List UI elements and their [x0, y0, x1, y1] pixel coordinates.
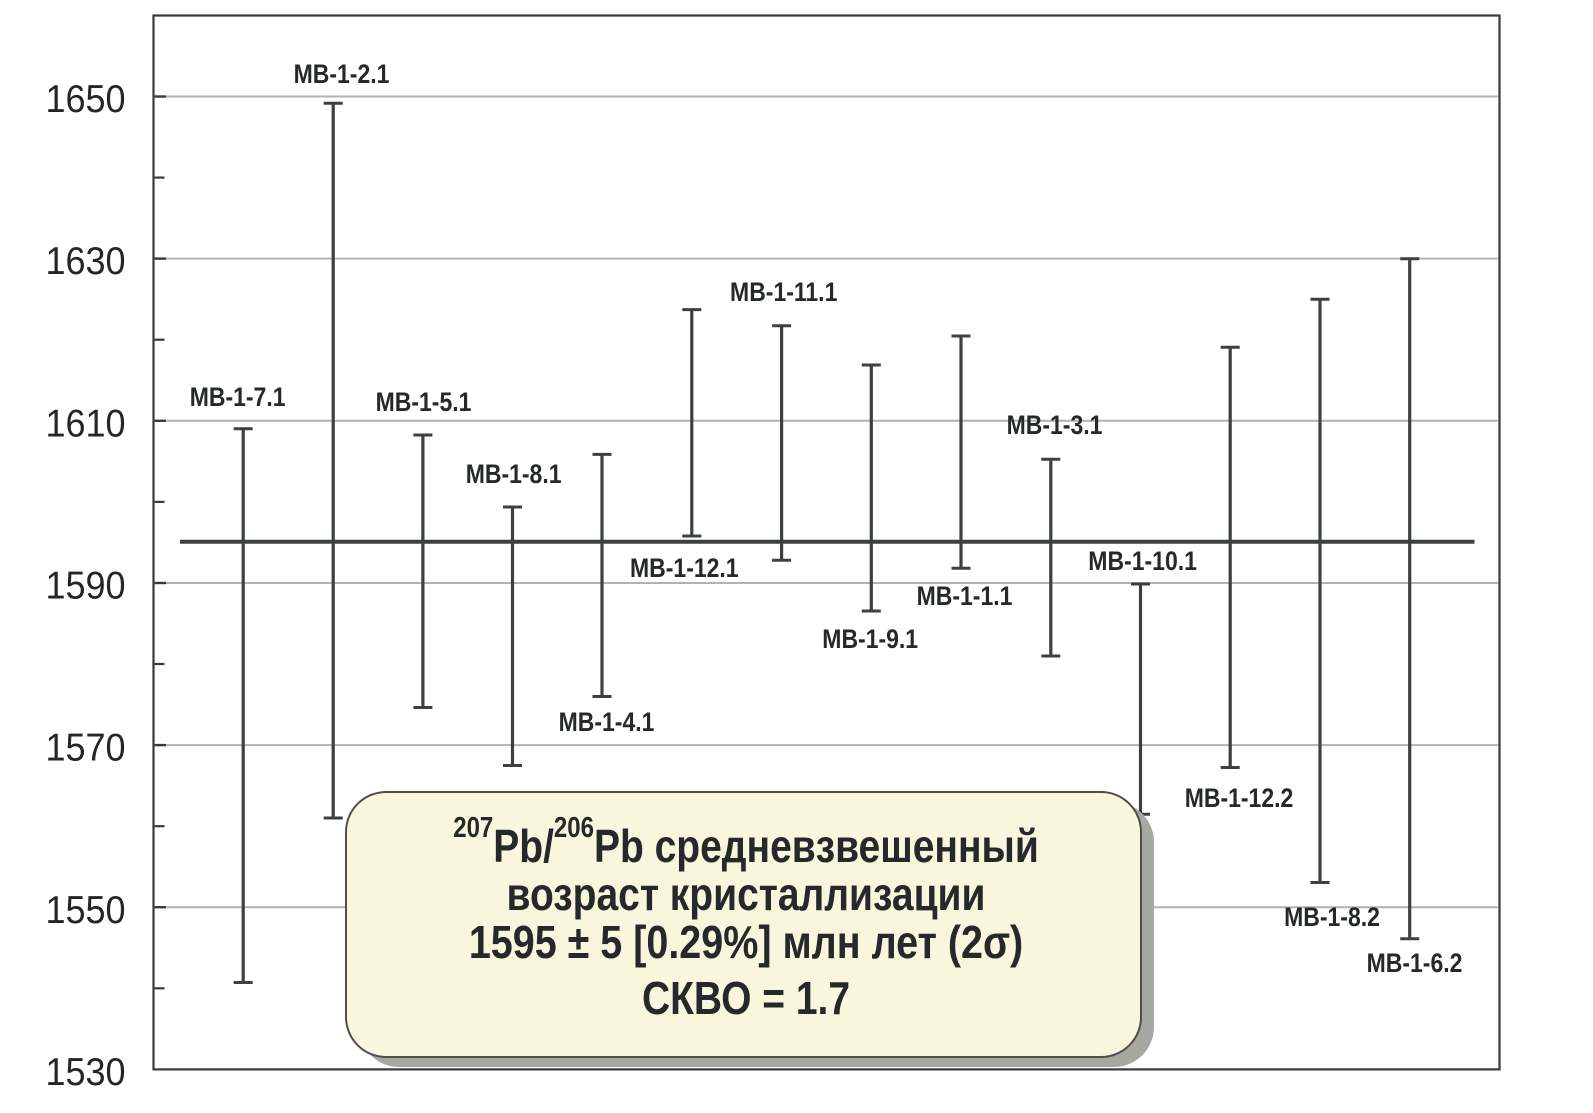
svg-text:MB-1-4.1: MB-1-4.1: [559, 707, 655, 737]
svg-text:1630: 1630: [45, 239, 125, 282]
svg-text:возраст кристаллизации: возраст кристаллизации: [507, 869, 986, 921]
svg-text:MB-1-8.1: MB-1-8.1: [466, 459, 562, 489]
svg-text:1590: 1590: [45, 563, 125, 606]
svg-text:MB-1-3.1: MB-1-3.1: [1007, 410, 1103, 440]
svg-text:1650: 1650: [45, 77, 125, 120]
svg-text:MB-1-12.1: MB-1-12.1: [630, 553, 739, 583]
svg-text:1530: 1530: [45, 1050, 125, 1093]
svg-text:207Pb/206Pb средневзвешенный: 207Pb/206Pb средневзвешенный: [453, 811, 1039, 872]
svg-text:MB-1-6.2: MB-1-6.2: [1367, 948, 1463, 978]
svg-text:MB-1-11.1: MB-1-11.1: [730, 277, 837, 307]
svg-text:MB-1-7.1: MB-1-7.1: [190, 382, 286, 412]
svg-text:MB-1-1.1: MB-1-1.1: [917, 581, 1013, 611]
svg-text:1570: 1570: [45, 725, 125, 768]
svg-text:MB-1-10.1: MB-1-10.1: [1088, 546, 1197, 576]
svg-text:1595 ± 5 [0.29%] млн лет (2σ): 1595 ± 5 [0.29%] млн лет (2σ): [469, 917, 1023, 969]
svg-text:СКВО = 1.7: СКВО = 1.7: [642, 973, 850, 1025]
svg-text:MB-1-2.1: MB-1-2.1: [294, 59, 390, 89]
svg-text:MB-1-5.1: MB-1-5.1: [376, 387, 472, 417]
svg-text:1610: 1610: [45, 401, 125, 444]
svg-text:MB-1-9.1: MB-1-9.1: [822, 624, 918, 654]
svg-text:MB-1-8.2: MB-1-8.2: [1284, 902, 1380, 932]
svg-text:MB-1-12.2: MB-1-12.2: [1185, 783, 1294, 813]
svg-text:1550: 1550: [45, 888, 125, 931]
